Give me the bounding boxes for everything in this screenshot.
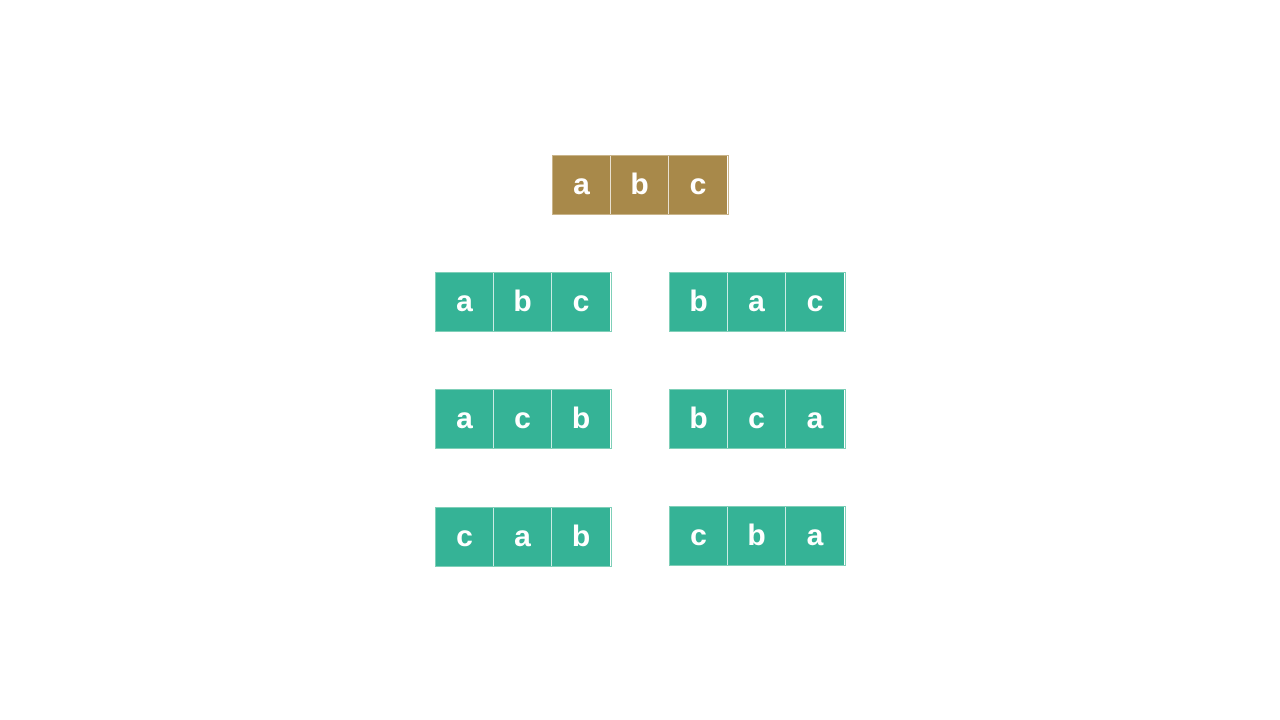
permutation-char-cell: a [786, 507, 844, 565]
permutation-char-cell: a [786, 390, 844, 448]
source-char-cell: c [669, 156, 727, 214]
permutation-char-cell: a [728, 273, 786, 331]
permutation-char-cell: a [436, 390, 494, 448]
permutation-acb: a c b [435, 389, 612, 449]
permutation-char-cell: a [494, 508, 552, 566]
permutation-bac: b a c [669, 272, 846, 332]
permutation-char-cell: c [786, 273, 844, 331]
permutation-char-cell: c [494, 390, 552, 448]
permutation-char-cell: c [728, 390, 786, 448]
permutation-cba: c b a [669, 506, 846, 566]
permutation-char-cell: b [494, 273, 552, 331]
permutation-char-cell: b [670, 273, 728, 331]
permutation-char-cell: b [552, 508, 610, 566]
permutation-cab: c a b [435, 507, 612, 567]
permutation-char-cell: c [436, 508, 494, 566]
permutation-char-cell: c [670, 507, 728, 565]
permutation-bca: b c a [669, 389, 846, 449]
permutation-char-cell: b [670, 390, 728, 448]
source-char-cell: b [611, 156, 669, 214]
permutation-char-cell: a [436, 273, 494, 331]
permutation-char-cell: c [552, 273, 610, 331]
source-char-cell: a [553, 156, 611, 214]
permutation-char-cell: b [728, 507, 786, 565]
source-string: a b c [552, 155, 729, 215]
permutation-char-cell: b [552, 390, 610, 448]
permutation-abc: a b c [435, 272, 612, 332]
